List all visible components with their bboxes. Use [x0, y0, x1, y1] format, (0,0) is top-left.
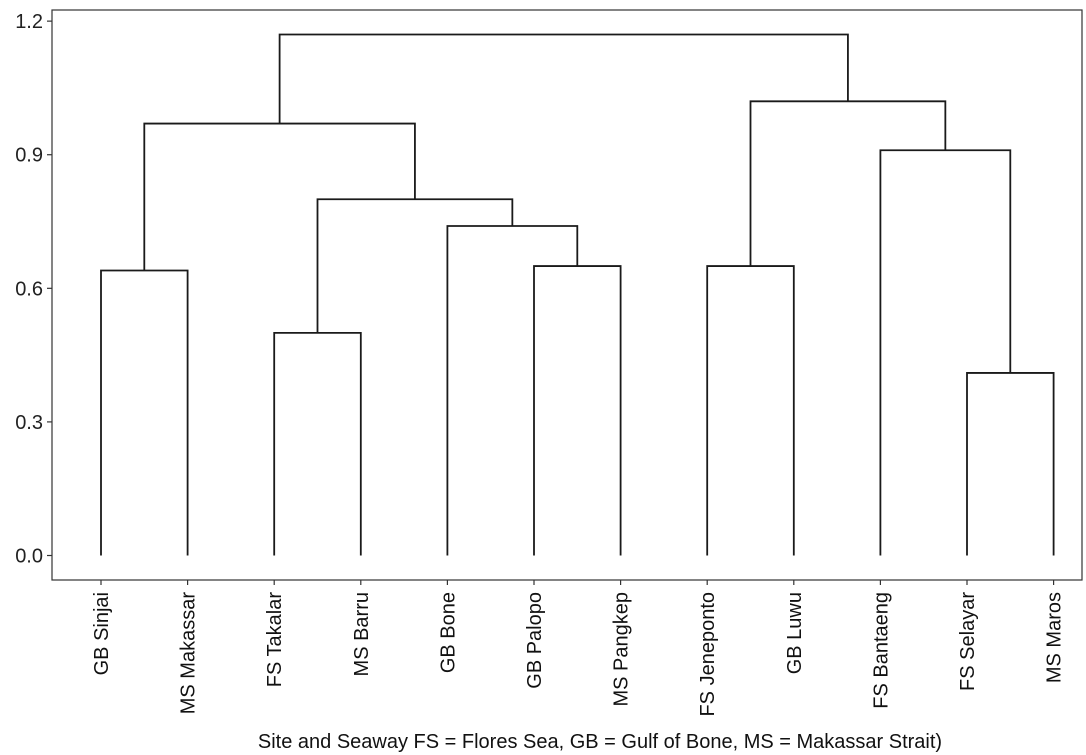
y-axis: 0.0 0.3 0.6 0.9 1.2	[15, 11, 52, 568]
y-tick-label: 1.2	[15, 11, 43, 33]
x-axis: GB Sinjai MS Makassar FS Takalar MS Barru GB…	[91, 580, 1066, 717]
plot-frame	[51, 9, 1083, 581]
dendrogram-links	[100, 33, 1055, 556]
leaf-label: FS Jeneponto	[697, 592, 719, 717]
dendrogram-link	[316, 198, 514, 333]
leaf-label: MS Pangkep	[611, 592, 633, 707]
leaf-label: GB Palopo	[524, 592, 546, 689]
dendrogram-link	[278, 33, 849, 124]
leaf-label: FS Takalar	[264, 592, 286, 688]
y-tick-label: 0.9	[15, 145, 43, 167]
leaf-label: GB Luwu	[784, 592, 806, 674]
dendrogram-link	[879, 149, 1012, 556]
y-tick-label: 0.3	[15, 412, 43, 434]
dendrogram-link	[966, 372, 1055, 556]
y-tick-label: 0.0	[15, 546, 43, 568]
dendrogram-link	[706, 265, 795, 556]
x-axis-title: Site and Seaway FS = Flores Sea, GB = Gu…	[258, 731, 942, 753]
leaf-label: MS Barru	[351, 592, 373, 676]
leaf-label: FS Selayar	[957, 592, 979, 691]
y-tick-label: 0.6	[15, 278, 43, 300]
leaf-label: GB Bone	[437, 592, 459, 673]
leaf-label: GB Sinjai	[91, 592, 113, 675]
leaf-label: MS Makassar	[178, 592, 200, 715]
dendrogram-link	[100, 269, 189, 556]
dendrogram-link	[446, 225, 579, 556]
dendrogram-link	[143, 122, 416, 271]
dendrogram-link	[533, 265, 622, 556]
leaf-label: MS Maros	[1044, 592, 1066, 683]
dendrogram-link	[273, 331, 362, 556]
dendrogram-link	[749, 100, 947, 267]
leaf-label: FS Bantaeng	[870, 592, 892, 709]
